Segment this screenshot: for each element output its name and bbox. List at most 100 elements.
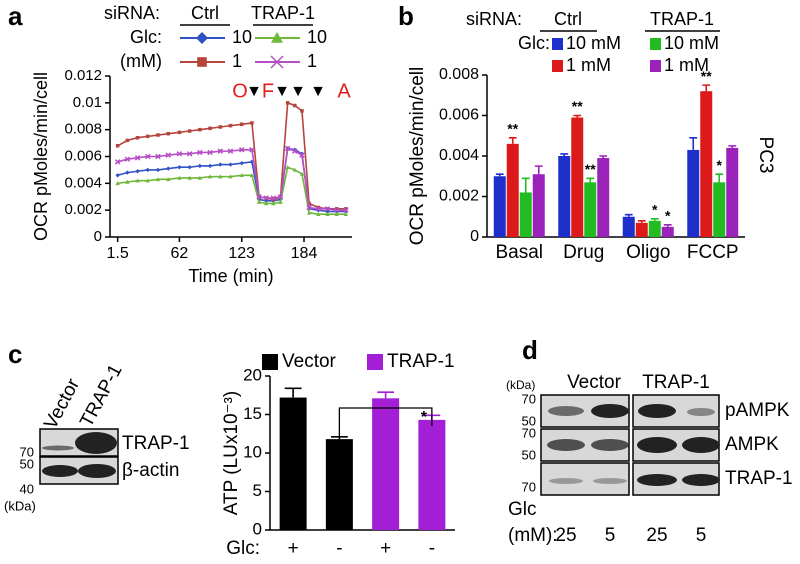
y-tick-label: 0.01 xyxy=(73,94,102,111)
bar xyxy=(519,192,532,237)
legend-label: Vector xyxy=(282,351,337,372)
blot-row xyxy=(540,462,630,496)
data-point xyxy=(218,174,223,179)
y-tick-label: 0.008 xyxy=(439,66,479,83)
data-point xyxy=(271,197,276,202)
band xyxy=(549,478,583,484)
data-point xyxy=(333,207,340,213)
y-tick-label: 0 xyxy=(94,228,102,245)
data-point xyxy=(145,178,150,183)
y-axis-label: OCR pMoles/min/cell xyxy=(407,67,428,245)
data-point xyxy=(187,165,192,170)
legend-row-label: Glc: xyxy=(518,33,550,53)
bar xyxy=(279,397,307,530)
error-bar xyxy=(586,177,595,183)
data-point xyxy=(285,101,290,105)
data-point xyxy=(114,159,121,165)
data-point xyxy=(125,170,130,175)
legend-label: TRAP-1 xyxy=(387,351,455,372)
data-point xyxy=(208,126,212,131)
data-point xyxy=(177,130,182,135)
arrow: ▼ xyxy=(290,83,306,100)
unit-label: (kDa) xyxy=(506,378,535,392)
legend-swatch xyxy=(552,60,563,72)
band xyxy=(42,445,74,451)
legend-row-label: (mM) xyxy=(120,51,162,71)
band xyxy=(687,408,715,416)
significance: * xyxy=(665,208,671,224)
data-point xyxy=(239,173,244,178)
data-point xyxy=(166,131,170,136)
bar xyxy=(571,117,584,237)
data-point xyxy=(270,195,277,201)
blot-d: (kDa) Vector TRAP-1 pAMPK AMPK TRAP-1 70… xyxy=(506,372,793,546)
data-point xyxy=(250,121,254,125)
data-point xyxy=(249,147,255,153)
panel-label: c xyxy=(8,339,22,369)
data-point xyxy=(256,194,262,200)
bar xyxy=(493,176,506,237)
band xyxy=(593,478,627,484)
bar xyxy=(558,156,571,237)
y-tick-label: 0.012 xyxy=(64,67,102,84)
error-bar xyxy=(560,153,569,156)
injection-arrows: ▼ ▼ ▼ ▼ xyxy=(246,83,326,100)
panel-label: d xyxy=(522,335,538,365)
error-bar xyxy=(728,145,737,148)
x-tick-label: 184 xyxy=(291,245,318,262)
arrow: ▼ xyxy=(310,83,326,100)
bar xyxy=(506,143,519,237)
data-point xyxy=(166,166,171,171)
data-point xyxy=(177,175,182,180)
data-point xyxy=(239,122,244,127)
bar xyxy=(532,174,545,237)
legend-group: Ctrl xyxy=(191,3,219,23)
band xyxy=(591,404,629,418)
data-point xyxy=(207,174,213,179)
marker-label: 50 xyxy=(522,413,536,428)
significance: * xyxy=(421,409,428,426)
data-point xyxy=(300,109,304,113)
error-bar xyxy=(637,220,646,223)
band xyxy=(548,406,584,416)
bar xyxy=(584,182,597,237)
data-point xyxy=(197,175,203,180)
data-point xyxy=(271,201,276,206)
bar xyxy=(661,226,674,237)
y-tick-label: 0.006 xyxy=(64,147,102,164)
data-point xyxy=(228,174,233,179)
error-bar xyxy=(689,136,698,150)
data-point xyxy=(299,152,305,158)
data-point xyxy=(285,165,290,169)
legend-label: 1 xyxy=(232,51,242,71)
x-axis-label: Time (min) xyxy=(188,266,273,286)
x-tick-label: Oligo xyxy=(626,242,670,263)
y-tick-label: 15 xyxy=(243,404,262,423)
error-bar xyxy=(495,173,504,177)
y-tick-label: 20 xyxy=(243,365,262,384)
band xyxy=(682,474,720,486)
data-point xyxy=(227,148,234,154)
data-point xyxy=(306,204,312,211)
bar xyxy=(648,220,661,237)
x-tick-label: Basal xyxy=(495,242,543,263)
panel-label: a xyxy=(8,1,23,31)
marker-label: 50 xyxy=(20,456,34,471)
data-point xyxy=(249,173,255,178)
data-point xyxy=(293,103,297,108)
error-bar xyxy=(599,155,608,159)
data-point xyxy=(166,177,171,182)
y-axis-label: OCR pMoles/min/cell xyxy=(31,72,51,241)
legend-group: Ctrl xyxy=(554,9,582,29)
y-tick-label: 10 xyxy=(243,442,262,461)
legend-marker xyxy=(196,32,208,44)
band xyxy=(638,404,676,418)
data-point xyxy=(277,194,284,200)
data-point xyxy=(228,123,233,128)
data-point xyxy=(218,125,223,129)
data-point xyxy=(263,195,269,201)
error-bar xyxy=(377,391,395,399)
data-point xyxy=(207,163,213,169)
data-point xyxy=(115,144,120,148)
